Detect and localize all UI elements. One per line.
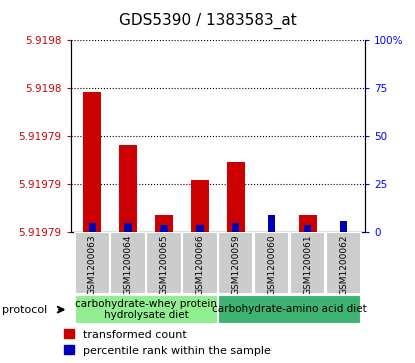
Bar [196, 225, 203, 232]
Bar [326, 232, 361, 294]
Bar [299, 215, 317, 232]
Bar [160, 225, 168, 232]
Text: GDS5390 / 1383583_at: GDS5390 / 1383583_at [119, 13, 296, 29]
Bar [182, 232, 217, 294]
Bar [232, 223, 239, 232]
Text: protocol: protocol [2, 305, 47, 315]
Text: GSM1200066: GSM1200066 [195, 235, 205, 295]
Bar [191, 180, 209, 232]
Text: GSM1200061: GSM1200061 [303, 235, 312, 295]
Bar [290, 232, 325, 294]
Bar [227, 162, 245, 232]
Text: carbohydrate-amino acid diet: carbohydrate-amino acid diet [212, 305, 367, 314]
Bar [88, 223, 96, 232]
Text: GSM1200059: GSM1200059 [231, 235, 240, 295]
Bar [83, 93, 101, 232]
Bar [155, 215, 173, 232]
Bar [146, 232, 182, 294]
Text: GSM1200063: GSM1200063 [88, 235, 97, 295]
Text: GSM1200060: GSM1200060 [267, 235, 276, 295]
Text: carbohydrate-whey protein
hydrolysate diet: carbohydrate-whey protein hydrolysate di… [75, 299, 217, 320]
Bar [268, 215, 276, 232]
Text: GSM1200065: GSM1200065 [159, 235, 168, 295]
Bar [75, 232, 110, 294]
Bar [218, 295, 361, 324]
Bar [254, 232, 289, 294]
Legend: transformed count, percentile rank within the sample: transformed count, percentile rank withi… [63, 329, 271, 356]
Bar [119, 145, 137, 232]
Bar [304, 225, 311, 232]
Text: GSM1200064: GSM1200064 [124, 235, 132, 295]
Bar [75, 295, 217, 324]
Bar [218, 232, 254, 294]
Bar [340, 221, 347, 232]
Bar [110, 232, 146, 294]
Bar [124, 223, 132, 232]
Text: GSM1200062: GSM1200062 [339, 235, 348, 295]
